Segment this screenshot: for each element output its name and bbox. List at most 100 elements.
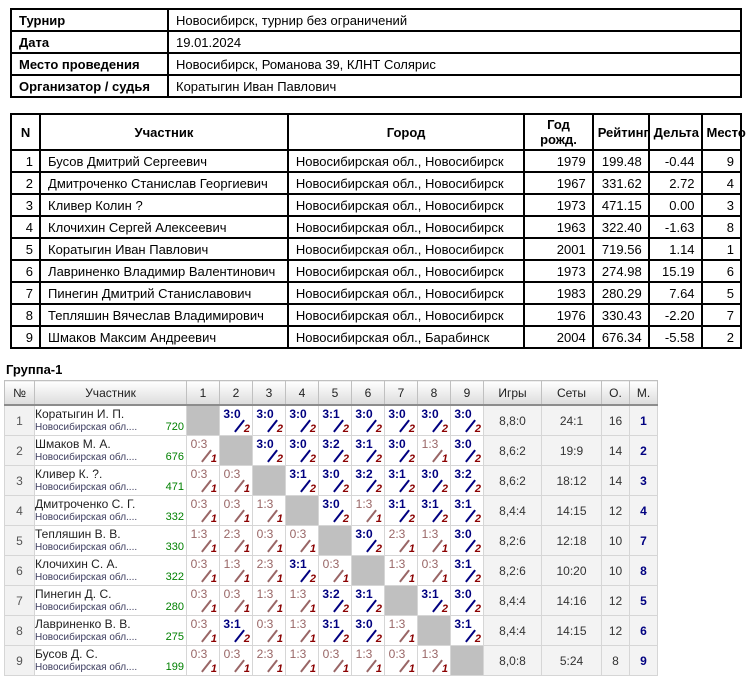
- match-points: 1: [210, 573, 217, 585]
- match-points: 1: [375, 663, 382, 675]
- match-score: 0:3: [223, 497, 241, 511]
- group-participant-name: Шмаков М. А.: [35, 437, 111, 451]
- match-result-loss: 1:3 1: [186, 525, 220, 556]
- match-result-loss: 0:3 1: [285, 525, 319, 556]
- participant-city: Новосибирская обл., Новосибирск: [286, 171, 526, 195]
- match-points: 1: [210, 543, 217, 555]
- points-total: 10: [601, 555, 630, 586]
- match-result-loss: 1:3 1: [351, 645, 385, 676]
- match-score: 3:1: [388, 497, 406, 511]
- match-result-win: 3:1 2: [384, 465, 418, 496]
- delta: -5.58: [647, 325, 703, 349]
- final-place: 1: [700, 237, 743, 261]
- sets-total: 24:1: [541, 404, 602, 436]
- match-score: 3:1: [454, 557, 472, 571]
- match-points: 2: [474, 603, 481, 615]
- match-score: 3:1: [454, 617, 472, 631]
- row-number: 5: [9, 237, 42, 261]
- match-points: 2: [441, 423, 448, 435]
- match-score: 0:3: [322, 557, 340, 571]
- participant-row: 4 Клочихин Сергей Алексеевич Новосибирская…: [9, 215, 743, 239]
- group-row: 8 Лавриненко В. В. Новосибирская обл.... 27…: [4, 615, 658, 646]
- group-row-number: 6: [4, 555, 35, 586]
- match-result-loss: 2:3 1: [384, 525, 418, 556]
- match-result-win: 3:0 2: [219, 404, 253, 436]
- match-score: 0:3: [388, 647, 406, 661]
- participant-region: Новосибирская обл....: [35, 482, 138, 493]
- match-points: 2: [375, 633, 382, 645]
- match-score: 3:1: [421, 497, 439, 511]
- participant-region: Новосибирская обл....: [35, 602, 138, 613]
- group-col-header: О.: [601, 380, 630, 406]
- match-result-loss: 0:3 1: [219, 465, 253, 496]
- match-points: 2: [309, 453, 316, 465]
- match-score: 1:3: [256, 497, 274, 511]
- match-score: 1:3: [421, 437, 439, 451]
- match-result-win: 3:0 2: [384, 435, 418, 466]
- match-result-win: 3:2 2: [351, 465, 385, 496]
- match-score: 0:3: [421, 557, 439, 571]
- participant-name: Тепляшин Вячеслав Владимирович: [39, 303, 289, 327]
- match-result-win: 3:0 2: [351, 525, 385, 556]
- match-points: 1: [210, 483, 217, 495]
- match-points: 1: [309, 543, 316, 555]
- match-score: 3:1: [322, 617, 340, 631]
- group-row-number: 9: [4, 645, 35, 676]
- match-score: 3:1: [223, 617, 241, 631]
- group-participant-cell: Бусов Д. С. Новосибирская обл.... 199: [34, 645, 187, 676]
- match-score: 1:3: [223, 557, 241, 571]
- sets-total: 18:12: [541, 465, 602, 496]
- games-total: 8,2:6: [483, 555, 542, 586]
- rating: 471.15: [591, 193, 650, 217]
- group-participant-sub: Новосибирская обл.... 332: [36, 511, 186, 524]
- group-row-number: 5: [4, 525, 35, 556]
- match-points: 1: [210, 513, 217, 525]
- points-total: 10: [601, 525, 630, 556]
- match-score: 3:0: [388, 407, 406, 421]
- participant-name: Бусов Дмитрий Сергеевич: [39, 149, 289, 173]
- participants-header-row: N Участник Город Год рожд. Рейтинг Дельта Мест…: [9, 113, 746, 151]
- delta: 2.72: [647, 171, 703, 195]
- match-points: 1: [243, 483, 250, 495]
- match-score: 1:3: [388, 557, 406, 571]
- match-result-win: 3:0 2: [417, 465, 451, 496]
- participants-col-header: Рейтинг: [591, 113, 650, 151]
- group-participant-sub: Новосибирская обл.... 280: [35, 601, 186, 614]
- rating: 719.56: [591, 237, 650, 261]
- games-total: 8,8:0: [483, 404, 542, 436]
- match-result-win: 3:0 2: [351, 404, 385, 436]
- group-row: 3 Кливер К. ?. Новосибирская обл.... 471 0:3…: [4, 465, 658, 496]
- match-score: 3:2: [322, 437, 340, 451]
- participant-region: Новосибирская обл....: [35, 632, 138, 643]
- match-result-loss: 1:3 1: [285, 585, 319, 616]
- participant-region: Новосибирская обл....: [35, 452, 138, 463]
- group-row: 4 Дмитроченко С. Г. Новосибирская обл.... 3…: [4, 495, 658, 526]
- participant-name: Лавриненко Владимир Валентинович: [39, 259, 289, 283]
- match-points: 1: [276, 573, 283, 585]
- match-points: 2: [441, 513, 448, 525]
- match-score: 3:1: [289, 557, 307, 571]
- group-participant-name: Лавриненко В. В.: [35, 617, 131, 631]
- match-score: 3:0: [454, 407, 472, 421]
- delta: -2.20: [647, 303, 703, 327]
- self-match-cell: [450, 645, 484, 676]
- points-total: 14: [601, 465, 630, 496]
- participant-name: Шмаков Максим Андреевич: [39, 325, 289, 349]
- participant-rating: 676: [165, 451, 184, 463]
- match-result-loss: 0:3 1: [318, 555, 352, 586]
- match-result-loss: 0:3 1: [186, 465, 220, 496]
- match-points: 2: [342, 513, 349, 525]
- match-result-loss: 1:3 1: [417, 645, 451, 676]
- participants-col-header: Дельта: [647, 113, 703, 151]
- match-result-loss: 2:3 1: [252, 645, 286, 676]
- match-score: 0:3: [256, 527, 274, 541]
- final-place: 2: [700, 325, 743, 349]
- match-score: 3:2: [454, 467, 472, 481]
- match-points: 1: [210, 633, 217, 645]
- match-score: 0:3: [256, 617, 274, 631]
- delta: 15.19: [647, 259, 703, 283]
- group-participant-cell: Пинегин Д. С. Новосибирская обл.... 280: [34, 585, 187, 616]
- participant-city: Новосибирская обл., Новосибирск: [286, 149, 526, 173]
- group-place: 5: [629, 585, 658, 616]
- group-participant-sub: Новосибирская обл.... 720: [36, 421, 186, 434]
